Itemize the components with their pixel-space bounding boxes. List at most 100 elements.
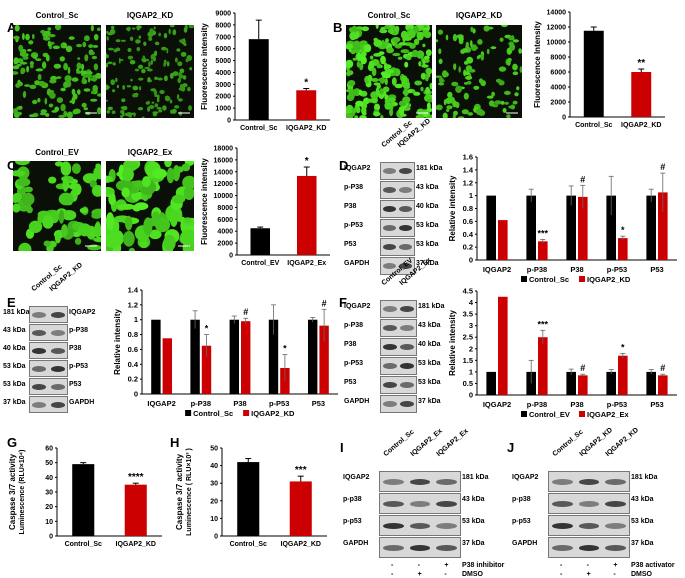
y-tick-label: 40 — [45, 475, 53, 482]
blot-band — [578, 478, 600, 485]
micrograph-c-ev-label: Control_EV — [35, 148, 79, 157]
blot-row-label: GAPDH — [343, 540, 369, 547]
cell — [169, 72, 174, 79]
cell — [183, 27, 188, 33]
cell — [13, 35, 20, 40]
blot-row-label: p-P53 — [344, 360, 364, 367]
cell — [107, 32, 114, 36]
x-tick-label: Control_Sc — [575, 122, 612, 129]
cell — [106, 212, 115, 230]
cell — [421, 64, 429, 68]
x-tick-label: p-P53 — [607, 265, 627, 274]
cell — [504, 101, 509, 105]
y-tick-label: 0.6 — [128, 345, 138, 354]
blot-band — [50, 383, 65, 390]
cell — [66, 111, 73, 118]
x-tick-label: P53 — [312, 399, 325, 408]
cell — [461, 109, 469, 115]
cell — [418, 61, 422, 67]
cell — [168, 28, 171, 35]
cell — [141, 68, 146, 74]
y-tick-label: 10000 — [547, 40, 567, 47]
bar-Control_Sc — [583, 30, 604, 117]
y-axis-label: Caspase 3/7 activity — [175, 453, 184, 530]
y-axis-label-2: Luminescence (RLU×10⁴) — [19, 450, 26, 535]
x-tick-label: Control_EV — [241, 260, 279, 267]
cell — [403, 88, 409, 97]
cell — [470, 40, 473, 48]
y-tick-label: 30 — [210, 481, 218, 488]
cell — [478, 78, 484, 84]
blot-row-label: P38 — [344, 203, 357, 210]
kda-label: 40 kDa — [3, 345, 26, 352]
cells-layer — [106, 25, 194, 118]
legend-label: Control_Sc — [529, 275, 569, 284]
y-axis-label: Relative intensity — [448, 310, 457, 376]
cell — [382, 72, 391, 79]
cell — [13, 203, 21, 213]
cell — [158, 109, 163, 113]
cell — [486, 95, 494, 99]
cell — [148, 105, 155, 109]
blot-band — [400, 306, 415, 312]
micrograph-c-ex — [106, 161, 194, 251]
cell — [71, 163, 81, 174]
blot-band — [551, 522, 573, 529]
cell — [150, 88, 157, 92]
cell — [24, 84, 31, 87]
cell — [46, 32, 51, 37]
blot-band — [50, 311, 65, 318]
kda-label: 53 kDa — [416, 222, 439, 229]
cell — [438, 82, 445, 86]
cell — [138, 35, 141, 39]
cell — [500, 100, 505, 105]
cell — [21, 192, 35, 206]
cell — [150, 59, 153, 65]
cell — [106, 30, 109, 34]
y-tick-label: 0 — [469, 256, 473, 265]
blot-band — [605, 478, 627, 485]
panel-letter-a: A — [7, 20, 17, 35]
cell — [131, 27, 136, 30]
cell — [504, 90, 511, 95]
cell — [137, 107, 144, 111]
cell — [359, 115, 367, 118]
cell — [54, 161, 64, 167]
blot-band — [50, 365, 65, 372]
cell — [420, 72, 427, 80]
cell — [394, 39, 398, 47]
cell — [380, 55, 386, 65]
bar-P38-1 — [578, 375, 588, 395]
cell — [106, 188, 115, 195]
cell — [107, 61, 113, 65]
cell — [420, 86, 424, 92]
blot-band — [400, 344, 415, 350]
cell — [147, 106, 151, 112]
micrograph-b-control-label: Control_Sc — [367, 11, 411, 20]
cell — [407, 89, 413, 93]
micrograph-c-ex-label: IQGAP2_Ex — [127, 148, 173, 157]
blot-row-gapdh — [379, 537, 461, 558]
y-tick-label: 10000 — [214, 193, 234, 200]
blot-row-p-p53 — [379, 515, 461, 536]
cell — [501, 25, 508, 28]
cell — [146, 68, 153, 72]
cell — [352, 57, 357, 61]
blot-band — [382, 344, 397, 350]
treatment-sign: - — [613, 571, 616, 578]
blot-row-label: P53 — [344, 241, 357, 248]
cell — [35, 68, 43, 72]
x-tick-label: IQGAP2 — [483, 265, 511, 274]
cell — [28, 40, 34, 45]
cell — [63, 81, 69, 89]
cell — [112, 89, 116, 93]
cell — [179, 68, 185, 74]
cell — [41, 61, 47, 69]
cell — [446, 108, 450, 113]
cell — [71, 77, 79, 82]
panel-letter-f: F — [339, 295, 347, 310]
bar-P38-0 — [566, 371, 576, 395]
cell — [156, 107, 162, 110]
y-tick-label: 4000 — [215, 70, 231, 77]
cell — [58, 209, 65, 224]
